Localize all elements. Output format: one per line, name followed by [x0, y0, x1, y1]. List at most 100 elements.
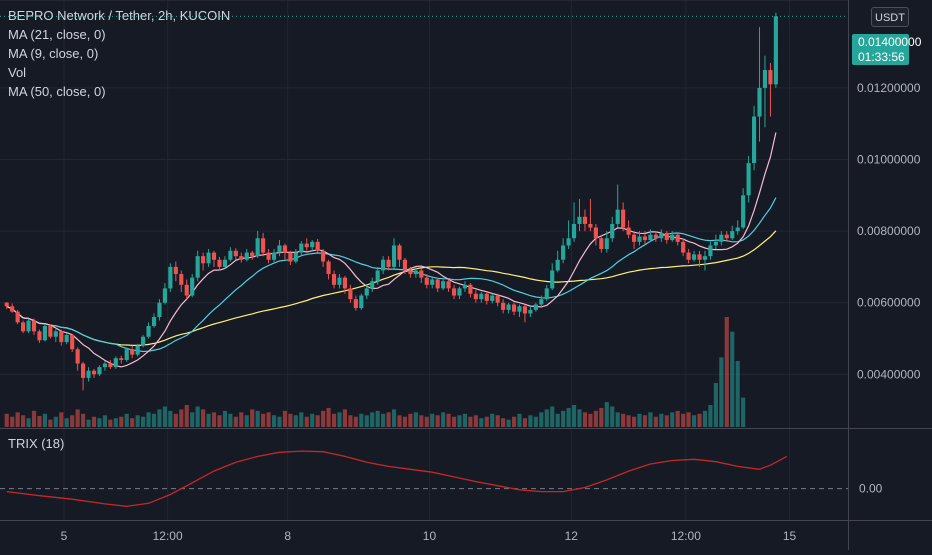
candle-body	[577, 216, 582, 224]
ma9-line	[6, 132, 777, 368]
candle-body	[337, 277, 342, 285]
volume-bar	[697, 413, 702, 427]
volume-bar	[304, 416, 309, 427]
candle-body	[664, 232, 669, 241]
volume-bar	[233, 416, 238, 427]
candle-body	[697, 254, 702, 260]
price-tick-label: 0.00800000	[857, 224, 921, 238]
candle-body	[102, 363, 107, 368]
volume-bar	[261, 413, 266, 427]
candle-body	[473, 293, 478, 300]
time-tick-label: 8	[284, 529, 291, 543]
volume-bar	[702, 410, 708, 427]
volume-bar	[413, 412, 418, 427]
legend-ma50[interactable]: MA (50, close, 0)	[8, 84, 106, 99]
candles	[4, 12, 778, 391]
legend-ma9[interactable]: MA (9, close, 0)	[8, 46, 99, 61]
volume-bar	[539, 412, 544, 427]
volume-bar	[4, 413, 9, 427]
candle-body	[686, 252, 691, 260]
candle-body	[588, 223, 593, 228]
volume-bar	[42, 413, 47, 427]
volume-bar	[348, 415, 353, 427]
trix-label[interactable]: TRIX (18)	[8, 436, 65, 451]
candle-body	[719, 234, 724, 242]
candle-body	[757, 87, 762, 117]
candle-body	[621, 209, 626, 228]
candle-body	[424, 277, 429, 285]
volume-bar	[375, 410, 380, 427]
volume-bar	[490, 413, 495, 427]
volume-bar	[610, 406, 615, 427]
candle-body	[724, 234, 729, 239]
candle-body	[195, 256, 200, 278]
candle-body	[353, 299, 358, 309]
time-tick-label: 12	[565, 529, 579, 543]
candle-body	[555, 259, 560, 271]
trix-line	[6, 450, 788, 507]
candle-body	[490, 295, 495, 301]
candle-body	[593, 227, 598, 239]
volume-bar	[37, 416, 42, 427]
volume-bar	[642, 415, 648, 427]
volume-bar	[577, 409, 582, 427]
volume-bar	[495, 415, 500, 427]
candle-body	[15, 311, 20, 323]
volume-bar	[293, 415, 298, 427]
candle-body	[250, 252, 255, 257]
volume-bar	[430, 413, 435, 427]
volume-bar	[102, 415, 107, 427]
candle-body	[446, 281, 451, 289]
volume-bar	[201, 409, 206, 427]
candle-body	[124, 349, 129, 360]
candle-body	[342, 277, 348, 289]
volume-bar	[441, 412, 446, 427]
candle-body	[435, 279, 440, 289]
volume-bar	[75, 409, 80, 427]
candle-body	[157, 302, 162, 318]
volume-bar	[130, 418, 135, 427]
candle-body	[441, 281, 446, 289]
candle-body	[681, 241, 686, 253]
volume-bar	[239, 412, 244, 427]
volume-bar	[659, 413, 664, 427]
last-price-value: 0.01400000	[858, 35, 922, 49]
volume-bar	[359, 413, 364, 427]
volume-bar	[173, 413, 178, 427]
candle-body	[151, 317, 157, 326]
legend-vol[interactable]: Vol	[8, 65, 27, 80]
price-tick-label: 0.01000000	[857, 153, 921, 167]
currency-button[interactable]: USDT	[871, 7, 909, 27]
volume-bar	[337, 412, 342, 427]
candle-body	[97, 367, 102, 375]
candle-body	[162, 288, 167, 303]
volume-bar	[621, 413, 626, 427]
trix-pane	[0, 450, 848, 507]
candle-body	[370, 281, 375, 289]
volume-bar	[741, 397, 746, 427]
volume-bar	[151, 413, 157, 427]
candle-body	[81, 363, 86, 378]
candle-body	[10, 306, 15, 312]
volume-bar	[282, 410, 288, 427]
candle-body	[310, 241, 315, 248]
candle-body	[359, 295, 364, 309]
volume-bar	[206, 413, 211, 427]
candle-body	[708, 245, 713, 257]
candle-body	[4, 302, 9, 307]
candle-body	[271, 252, 277, 260]
candle-body	[631, 234, 637, 242]
volume-bar	[582, 412, 588, 427]
candle-body	[675, 234, 680, 242]
candle-body	[255, 238, 260, 257]
volume-bar	[179, 409, 184, 427]
price-tick-label: 0.00600000	[857, 296, 921, 310]
legend-ma21[interactable]: MA (21, close, 0)	[8, 27, 106, 42]
ma50-line	[6, 230, 777, 346]
price-tick-label: 0.01200000	[857, 81, 921, 95]
time-tick-label: 10	[423, 529, 437, 543]
candle-body	[495, 295, 500, 303]
